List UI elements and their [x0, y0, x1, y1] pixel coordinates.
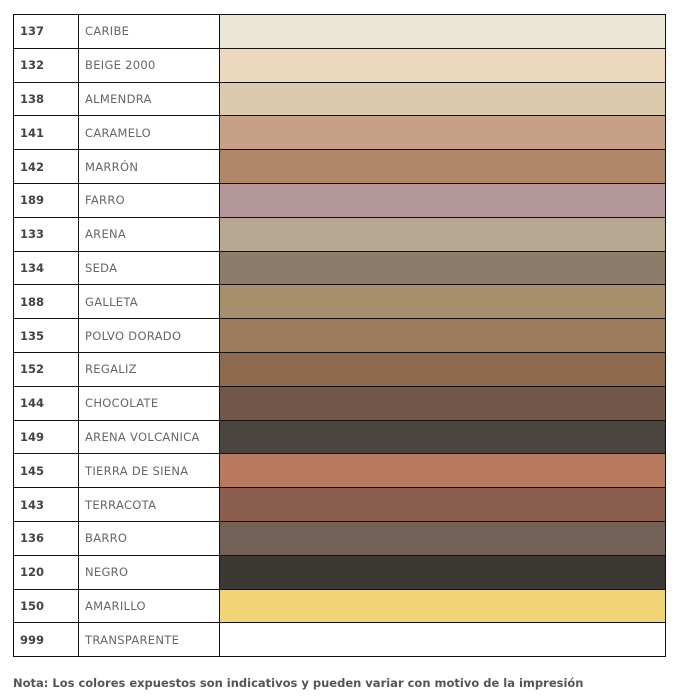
color-swatch: [219, 81, 666, 117]
color-swatch: [219, 250, 666, 286]
color-name: GALLETA: [78, 284, 220, 320]
color-code: 150: [13, 588, 79, 624]
color-swatch: [219, 520, 666, 556]
color-swatch: [219, 47, 666, 83]
color-swatch: [219, 554, 666, 590]
color-name: REGALIZ: [78, 351, 220, 387]
color-row: 189 FARRO: [13, 182, 666, 218]
color-name: NEGRO: [78, 554, 220, 590]
color-name: TERRACOTA: [78, 487, 220, 522]
color-name: CARIBE: [78, 14, 220, 49]
color-code: 134: [13, 250, 79, 286]
color-code: 145: [13, 453, 79, 489]
color-name: TIERRA DE SIENA: [78, 453, 220, 489]
color-code: 143: [13, 487, 79, 522]
color-row: 149 ARENA VOLCANICA: [13, 419, 666, 455]
color-name: ALMENDRA: [78, 81, 220, 117]
color-code: 152: [13, 351, 79, 387]
color-name: FARRO: [78, 182, 220, 218]
color-row: 132 BEIGE 2000: [13, 47, 666, 83]
color-row: 144 CHOCOLATE: [13, 385, 666, 421]
color-name: SEDA: [78, 250, 220, 286]
color-swatch: [219, 182, 666, 218]
color-code: 137: [13, 14, 79, 49]
color-code: 138: [13, 81, 79, 117]
color-code: 133: [13, 216, 79, 252]
color-swatch: [219, 216, 666, 252]
color-row: 999 TRANSPARENTE: [13, 622, 666, 658]
color-row: 145 TIERRA DE SIENA: [13, 453, 666, 489]
color-code: 120: [13, 554, 79, 590]
color-code: 132: [13, 47, 79, 83]
color-name: CARAMELO: [78, 115, 220, 151]
color-row: 141 CARAMELO: [13, 115, 666, 151]
color-name: TRANSPARENTE: [78, 622, 220, 658]
color-code: 189: [13, 182, 79, 218]
color-code: 141: [13, 115, 79, 151]
color-swatch: [219, 419, 666, 455]
color-swatch: [219, 453, 666, 489]
color-name: POLVO DORADO: [78, 318, 220, 353]
color-row: 150 AMARILLO: [13, 588, 666, 624]
color-swatch: [219, 487, 666, 522]
color-swatch: [219, 14, 666, 49]
color-name: CHOCOLATE: [78, 385, 220, 421]
color-swatch: [219, 385, 666, 421]
color-row: 138 ALMENDRA: [13, 81, 666, 117]
color-row: 142 MARRÓN: [13, 149, 666, 184]
color-swatch: [219, 149, 666, 184]
color-swatch: [219, 284, 666, 320]
color-swatch: [219, 351, 666, 387]
color-name: MARRÓN: [78, 149, 220, 184]
color-row: 188 GALLETA: [13, 284, 666, 320]
color-name: AMARILLO: [78, 588, 220, 624]
color-row: 134 SEDA: [13, 250, 666, 286]
color-row: 137 CARIBE: [13, 14, 666, 49]
color-code: 188: [13, 284, 79, 320]
color-name: BARRO: [78, 520, 220, 556]
color-code: 149: [13, 419, 79, 455]
color-row: 136 BARRO: [13, 520, 666, 556]
color-name: BEIGE 2000: [78, 47, 220, 83]
disclaimer-note: Nota: Los colores expuestos son indicati…: [13, 676, 584, 690]
color-swatch: [219, 115, 666, 151]
color-row: 143 TERRACOTA: [13, 487, 666, 522]
color-row: 152 REGALIZ: [13, 351, 666, 387]
color-code: 135: [13, 318, 79, 353]
color-code: 144: [13, 385, 79, 421]
color-code: 136: [13, 520, 79, 556]
color-row: 120 NEGRO: [13, 554, 666, 590]
color-name: ARENA VOLCANICA: [78, 419, 220, 455]
color-swatch: [219, 622, 666, 658]
color-swatch: [219, 318, 666, 353]
color-row: 133 ARENA: [13, 216, 666, 252]
color-table: 137 CARIBE 132 BEIGE 2000 138 ALMENDRA 141 CARA…: [13, 14, 666, 658]
color-code: 142: [13, 149, 79, 184]
color-name: ARENA: [78, 216, 220, 252]
color-swatch: [219, 588, 666, 624]
color-code: 999: [13, 622, 79, 658]
color-row: 135 POLVO DORADO: [13, 318, 666, 353]
